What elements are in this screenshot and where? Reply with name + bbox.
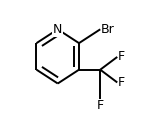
- Text: Br: Br: [100, 23, 114, 36]
- Text: F: F: [97, 99, 104, 112]
- Text: F: F: [117, 50, 124, 63]
- Text: F: F: [117, 76, 124, 89]
- Text: N: N: [53, 23, 62, 36]
